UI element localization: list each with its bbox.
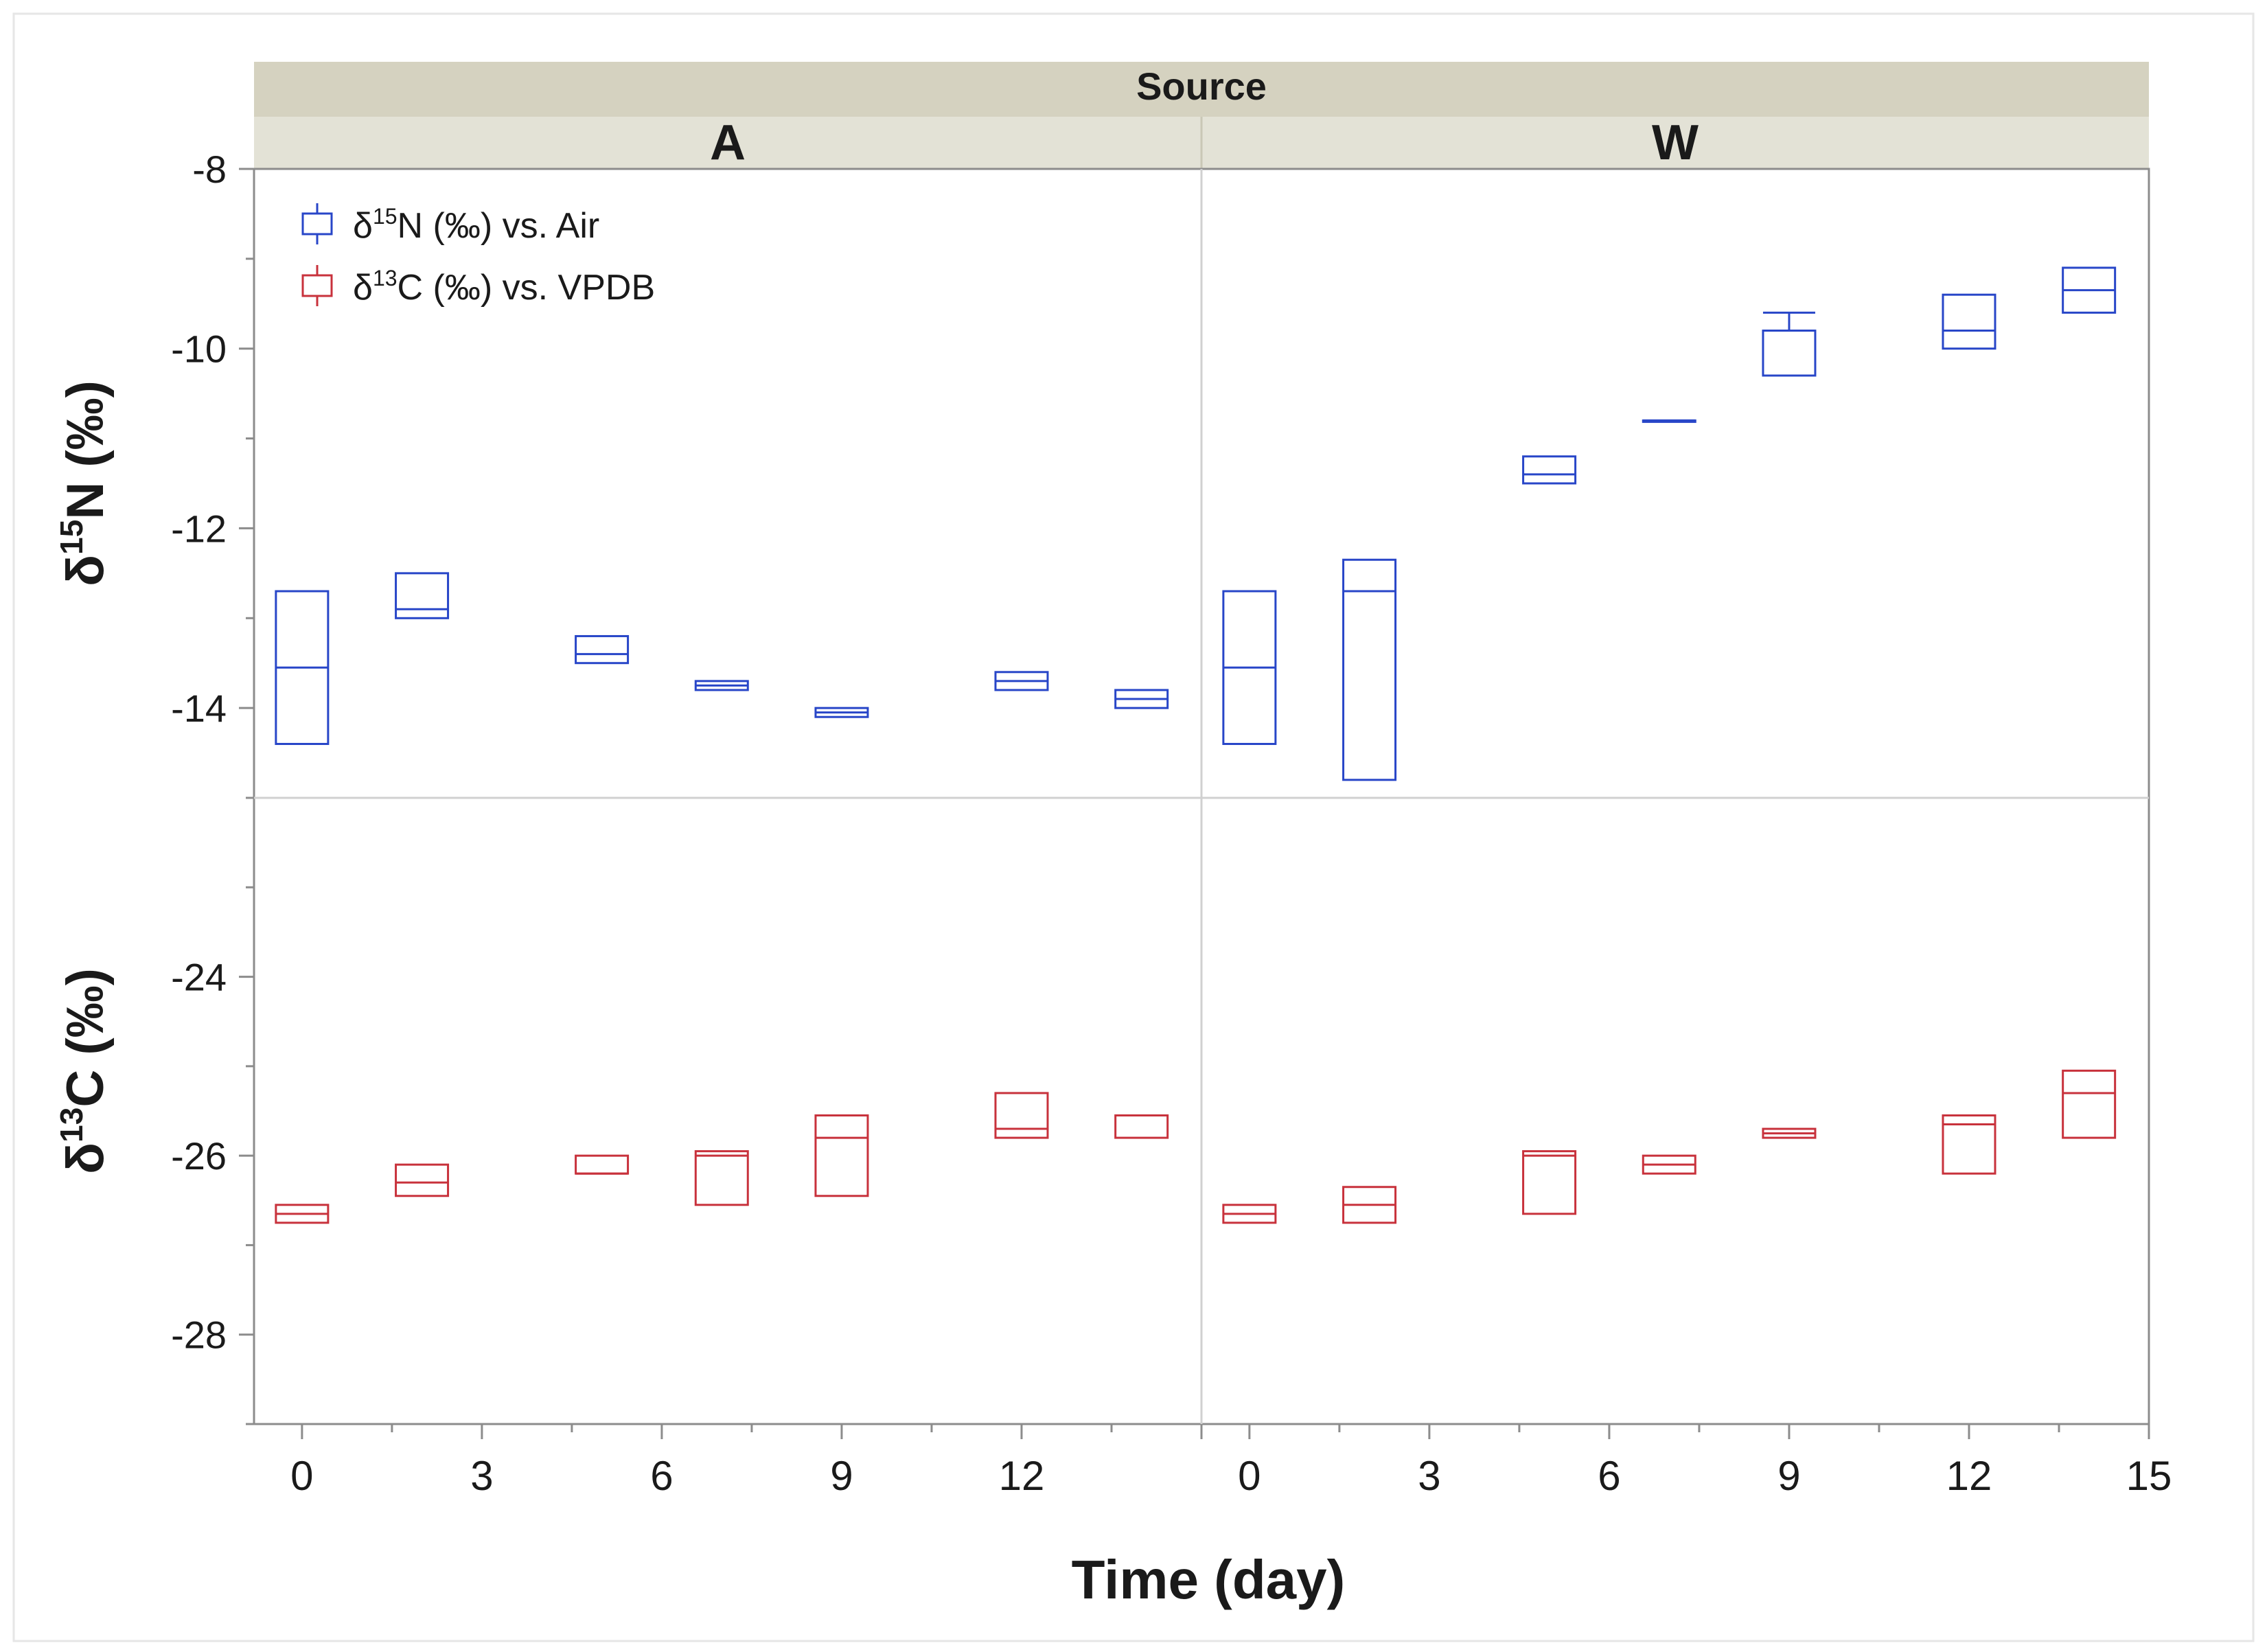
box-N-A-0 [275, 590, 330, 745]
y-tick-label-N: -8 [192, 148, 227, 191]
x-label: Time (day) [1072, 1549, 1346, 1610]
box-rect [395, 1163, 450, 1197]
y-label-c-suffix: C (‰) [56, 968, 115, 1108]
box-C-W-7 [1642, 1154, 1696, 1175]
box-rect [694, 1150, 749, 1206]
facet-sub-header-w [1201, 117, 2149, 169]
legend-n-prefix: δ [353, 206, 373, 246]
legend-entry-c: δ13C (‰) vs. VPDB [301, 265, 655, 308]
y-label-n: δ15N (‰) [54, 380, 115, 586]
x-tick-label-A: 6 [650, 1453, 673, 1499]
box-N-W-14 [2062, 266, 2117, 314]
box-N-A-2 [395, 572, 450, 619]
box-N-W-12 [1942, 293, 1996, 350]
box-N-W-5 [1522, 455, 1577, 485]
legend-entry-n: δ15N (‰) vs. Air [301, 203, 599, 246]
x-tick-label-A: 0 [290, 1453, 313, 1499]
x-tick-label-A: 3 [470, 1453, 493, 1499]
box-C-A-9 [814, 1114, 869, 1197]
box-C-A-14 [1114, 1114, 1169, 1139]
facet-header-band [254, 62, 2149, 117]
legend-c-prefix: δ [353, 268, 373, 308]
box-N-A-14 [1114, 689, 1169, 709]
facet-label-w: W [1652, 115, 1699, 170]
box-N-W-7 [1642, 419, 1696, 423]
box-N-A-7 [694, 680, 749, 691]
x-tick-label-A: 9 [830, 1453, 853, 1499]
box-C-A-0 [275, 1204, 330, 1224]
box-rect [1342, 558, 1397, 781]
box-C-W-14 [2062, 1069, 2117, 1139]
box-C-A-12 [994, 1092, 1049, 1139]
box-rect [1942, 1114, 1996, 1175]
box-N-W-0 [1222, 590, 1277, 745]
x-tick-label-A: 12 [999, 1453, 1045, 1499]
box-N-A-5 [575, 634, 630, 665]
box-rect [1114, 1114, 1169, 1139]
facet-title: Source [1136, 65, 1267, 108]
legend-n-sup: 15 [373, 204, 398, 229]
x-tick-label-W: 3 [1418, 1453, 1440, 1499]
box-rect [1942, 293, 1996, 350]
box-C-W-5 [1522, 1150, 1577, 1215]
box-rect [2062, 1069, 2117, 1139]
box-rect [994, 1092, 1049, 1139]
x-tick-label-W: 9 [1777, 1453, 1800, 1499]
y-label-c-sup: 13 [54, 1108, 89, 1143]
legend: δ15N (‰) vs. Air δ13C (‰) vs. VPDB [301, 203, 655, 308]
x-tick-label-W: 0 [1238, 1453, 1261, 1499]
y-tick-label-N: -10 [171, 328, 227, 371]
y-label-c: δ13C (‰) [54, 968, 115, 1174]
legend-n-suffix: N (‰) vs. Air [398, 206, 600, 246]
facet-sub-header-a [254, 117, 1201, 169]
legend-swatch-c [301, 274, 333, 297]
x-tick-label-W: 15 [2126, 1453, 2172, 1499]
legend-label-c: δ13C (‰) vs. VPDB [353, 266, 655, 308]
y-tick-label-C: -28 [171, 1313, 227, 1357]
y-tick-label-N: -12 [171, 507, 227, 550]
box-rect [575, 634, 630, 665]
figure-border [12, 12, 2255, 1642]
y-tick-label-C: -26 [171, 1134, 227, 1178]
box-rect [395, 572, 450, 619]
y-label-n-suffix: N (‰) [56, 380, 115, 520]
legend-label-n: δ15N (‰) vs. Air [353, 204, 599, 246]
box-N-A-12 [994, 671, 1049, 691]
box-N-W-2 [1342, 558, 1397, 781]
legend-swatch-n [301, 212, 333, 236]
box-C-W-9 [1762, 1127, 1817, 1139]
y-label-c-prefix: δ [56, 1143, 115, 1174]
x-tick-label-W: 6 [1598, 1453, 1620, 1499]
box-C-A-2 [395, 1163, 450, 1197]
box-N-A-9 [814, 707, 869, 718]
legend-c-suffix: C (‰) vs. VPDB [398, 268, 656, 308]
y-tick-label-N: -14 [171, 687, 227, 730]
box-C-W-0 [1222, 1204, 1277, 1224]
box-C-A-7 [694, 1150, 749, 1206]
box-rect [814, 1114, 869, 1197]
box-C-W-12 [1942, 1114, 1996, 1175]
y-label-n-prefix: δ [56, 555, 115, 586]
y-tick-label-C: -24 [171, 956, 227, 999]
x-tick-label-W: 12 [1946, 1453, 1992, 1499]
legend-c-sup: 13 [373, 266, 398, 290]
box-rect [1762, 330, 1817, 377]
y-label-n-sup: 15 [54, 520, 89, 555]
box-C-A-5 [575, 1154, 630, 1175]
box-rect [1522, 1150, 1577, 1215]
box-N-W-9 [1762, 311, 1817, 377]
box-rect [575, 1154, 630, 1175]
box-C-W-2 [1342, 1186, 1397, 1224]
facet-label-a: A [710, 115, 746, 170]
box-rect [1522, 455, 1577, 485]
